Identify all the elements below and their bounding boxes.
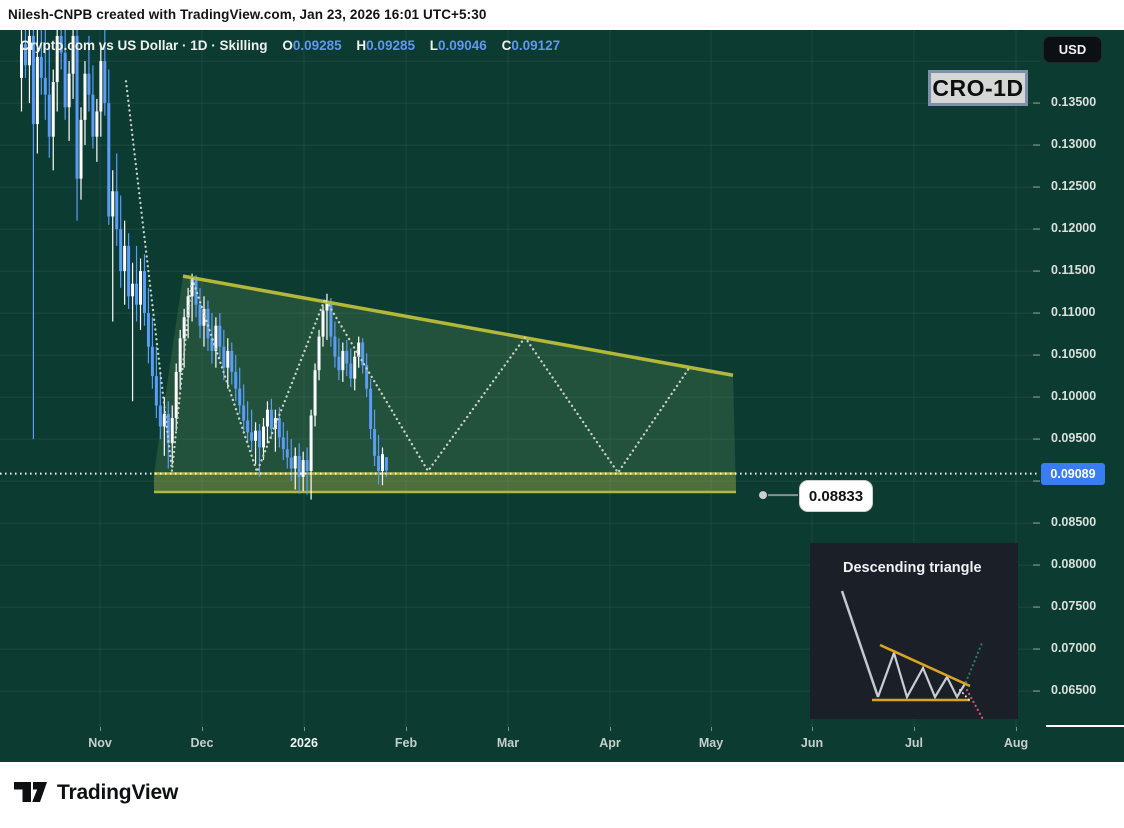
ohlc-low: L0.09046 [429, 38, 487, 53]
pattern-education-card: Descending triangle [810, 543, 1018, 727]
time-axis-label: Jul [904, 736, 924, 750]
time-axis-label: May [698, 736, 724, 750]
time-axis-tick [1016, 727, 1017, 731]
tradingview-logo-text: TradingView [57, 781, 179, 804]
time-axis-tick [508, 727, 509, 731]
time-axis-label: 2026 [290, 736, 318, 750]
time-axis-tick [406, 727, 407, 731]
time-axis-label: Nov [88, 736, 112, 750]
attribution-text: Nilesh-CNPB created with TradingView.com… [8, 7, 487, 22]
price-axis-label: 0.12000 [1051, 221, 1097, 236]
price-axis-label: 0.11500 [1051, 263, 1096, 278]
time-axis-tick [914, 727, 915, 731]
chart-region[interactable]: Crypto.com vs US Dollar · 1D · Skilling … [0, 30, 1124, 762]
time-axis-tick [610, 727, 611, 731]
attribution-bar: Nilesh-CNPB created with TradingView.com… [0, 0, 1124, 30]
symbol-timeframe-badge: CRO-1D [928, 70, 1028, 106]
time-axis-tick [202, 727, 203, 731]
time-axis-tick [812, 727, 813, 731]
time-axis-label: Dec [190, 736, 214, 750]
current-price-tag: 0.09089 [1041, 462, 1105, 485]
axis-separator [1046, 725, 1124, 727]
price-axis[interactable]: 0.13500 0.13000 0.12500 0.12000 0.11500 0.110… [1040, 30, 1124, 727]
currency-toggle-button[interactable]: USD [1043, 36, 1102, 63]
time-axis-tick [711, 727, 712, 731]
price-axis-label: 0.11000 [1051, 305, 1096, 320]
price-axis-label: 0.10500 [1051, 347, 1097, 362]
ohlc-open: O0.09285 [282, 38, 342, 53]
ohlc-high: H0.09285 [356, 38, 415, 53]
price-axis-label: 0.08500 [1051, 515, 1097, 530]
footer-bar: TradingView [0, 762, 1124, 828]
price-axis-label: 0.13500 [1051, 95, 1097, 110]
price-axis-label: 0.12500 [1051, 179, 1097, 194]
price-axis-label: 0.07500 [1051, 599, 1097, 614]
time-axis-label: Feb [394, 736, 418, 750]
tradingview-logo[interactable]: TradingView [14, 781, 178, 805]
price-axis-label: 0.10000 [1051, 389, 1097, 404]
candlesticks [20, 30, 388, 500]
time-axis-label: Mar [496, 736, 520, 750]
time-axis-tick [304, 727, 305, 731]
ohlc-close: C0.09127 [501, 38, 561, 53]
time-axis[interactable]: Nov Dec 2026 Feb Mar Apr May Jun Jul Aug [0, 727, 1124, 762]
price-axis-label: 0.13000 [1051, 137, 1097, 152]
time-axis-label: Jun [800, 736, 824, 750]
price-axis-label: 0.09500 [1051, 431, 1097, 446]
time-axis-tick [100, 727, 101, 731]
symbol-title: Crypto.com vs US Dollar · 1D · Skilling [20, 38, 268, 53]
symbol-legend[interactable]: Crypto.com vs US Dollar · 1D · Skilling … [20, 38, 560, 53]
tradingview-logo-icon [14, 782, 47, 802]
price-axis-label: 0.06500 [1051, 683, 1097, 698]
pattern-illustration [840, 590, 988, 727]
price-axis-label: 0.07000 [1051, 641, 1097, 656]
target-price-flag[interactable]: 0.08833 [799, 480, 873, 512]
time-axis-label: Apr [599, 736, 621, 750]
price-axis-label: 0.08000 [1051, 557, 1097, 572]
pattern-title: Descending triangle [843, 560, 982, 576]
time-axis-label: Aug [1003, 736, 1029, 750]
